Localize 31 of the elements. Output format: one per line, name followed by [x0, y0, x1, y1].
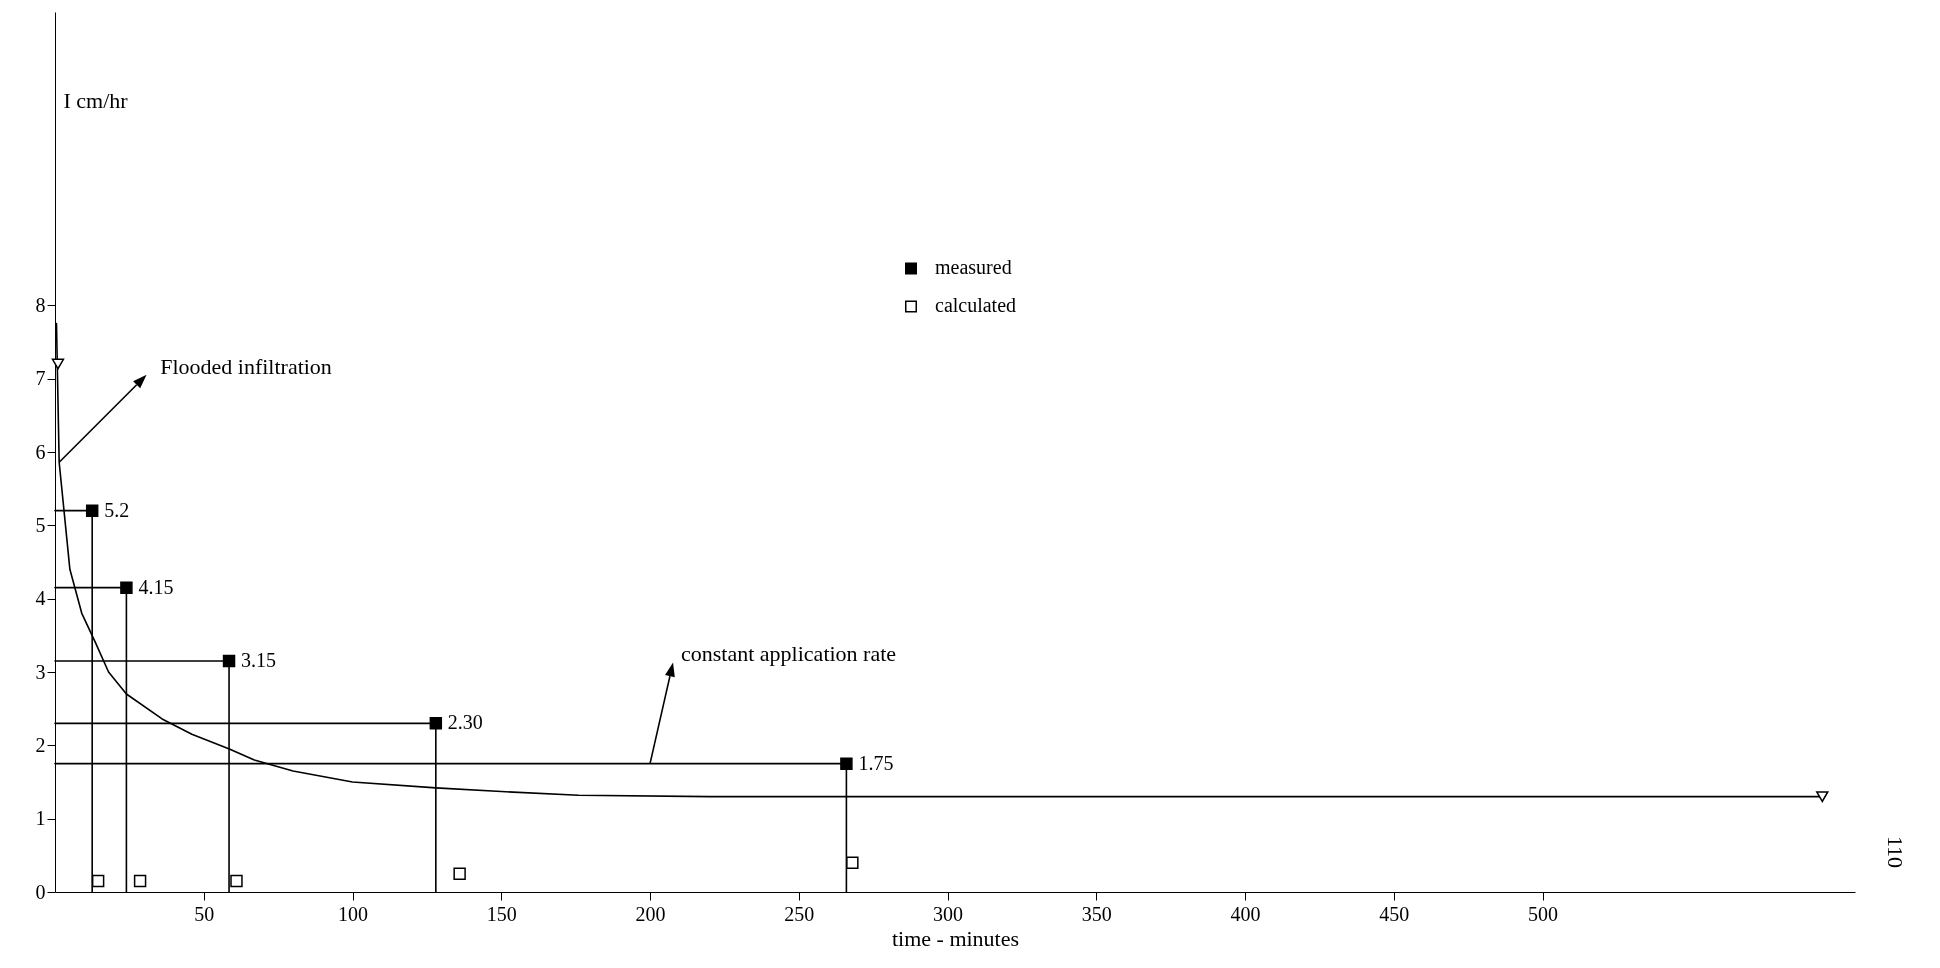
y-tick-label: 8 — [35, 293, 46, 316]
y-tick-label: 0 — [35, 880, 46, 903]
y-tick-label: 6 — [35, 440, 46, 463]
legend-label: calculated — [935, 294, 1017, 317]
data-label: 1.75 — [858, 751, 894, 774]
y-tick-label: 3 — [35, 660, 46, 683]
y-tick-label: 4 — [35, 587, 46, 610]
y-axis-title: I cm/hr — [63, 87, 129, 113]
x-tick-label: 400 — [1230, 902, 1261, 925]
legend-label: measured — [935, 256, 1012, 279]
x-tick-label: 350 — [1081, 902, 1112, 925]
y-tick-label: 2 — [35, 733, 46, 756]
x-tick-label: 300 — [933, 902, 964, 925]
data-label: 5.2 — [104, 498, 130, 521]
x-axis-title: time - minutes — [891, 925, 1020, 951]
annotation: Flooded infiltration — [160, 354, 332, 380]
x-tick-label: 50 — [194, 902, 215, 925]
x-tick-label: 200 — [635, 902, 666, 925]
data-label: 4.15 — [138, 575, 174, 598]
text: 110 — [1883, 835, 1908, 869]
y-tick-label: 1 — [35, 807, 46, 830]
x-tick-label: 450 — [1379, 902, 1410, 925]
data-label: 2.30 — [447, 711, 483, 734]
y-tick-label: 7 — [35, 367, 46, 390]
x-tick-label: 150 — [486, 902, 517, 925]
annotation: constant application rate — [681, 640, 897, 666]
x-tick-label: 500 — [1528, 902, 1559, 925]
x-tick-label: 100 — [338, 902, 369, 925]
data-label: 3.15 — [241, 649, 277, 671]
x-tick-label: 250 — [784, 902, 815, 925]
y-tick-label: 5 — [35, 513, 46, 536]
